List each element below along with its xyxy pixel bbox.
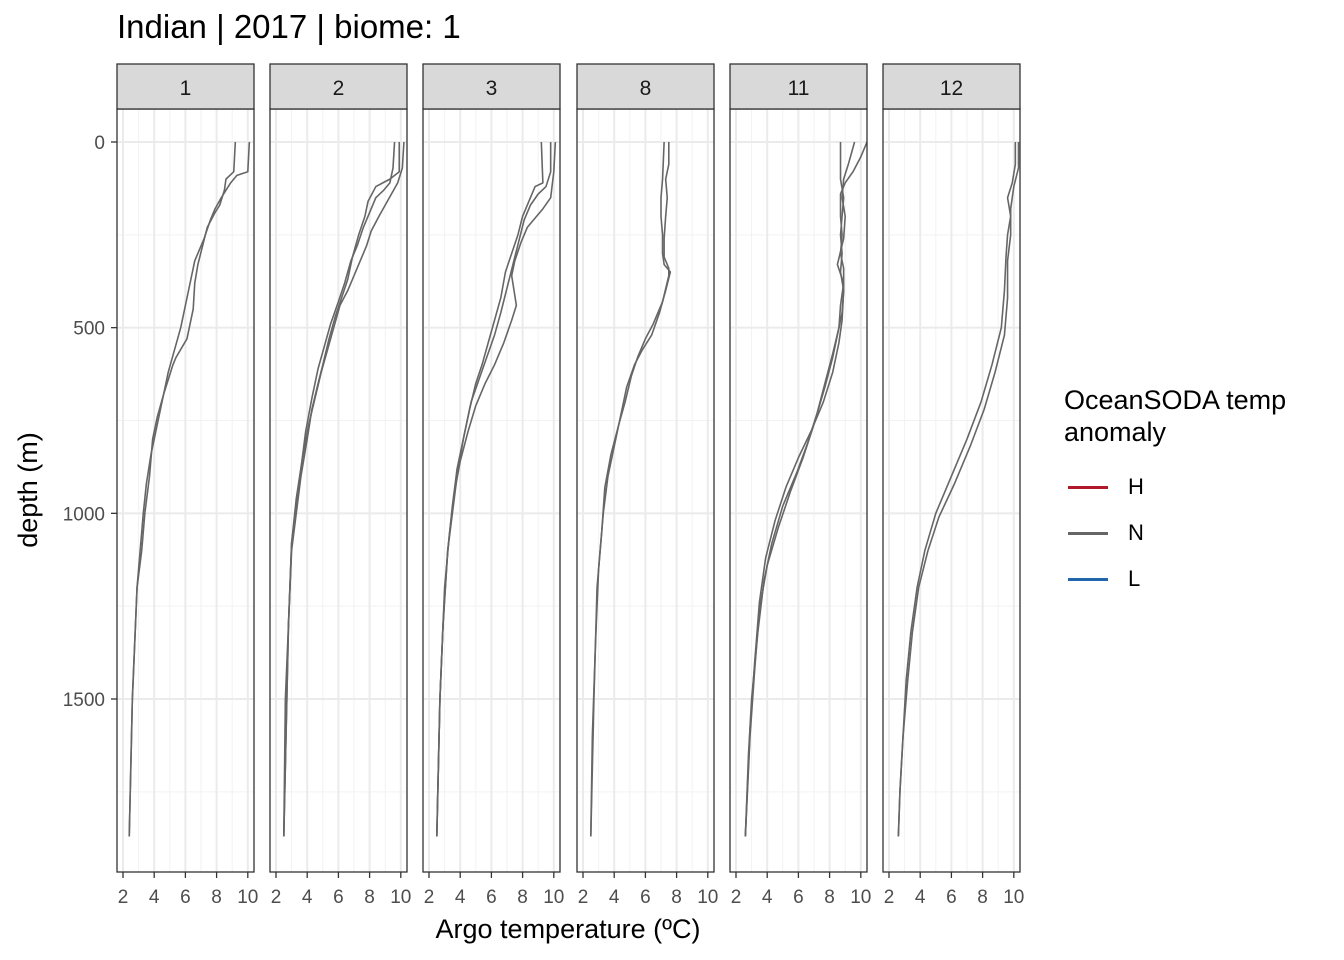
x-tick-label: 6 [333, 887, 344, 908]
facet-strip [576, 63, 715, 110]
x-tick-label: 4 [915, 887, 926, 908]
facet-strip [729, 63, 868, 110]
x-tick-label: 8 [211, 887, 222, 908]
legend-item: N [1064, 510, 1286, 556]
y-tick-label: 500 [73, 319, 105, 340]
x-tick-label: 4 [455, 887, 466, 908]
x-tick-label: 8 [671, 887, 682, 908]
y-tick-label: 0 [94, 133, 105, 154]
x-tick-label: 10 [697, 887, 718, 908]
profile-line [128, 141, 237, 837]
facet-strip-label: 1 [180, 77, 192, 100]
facet-strip-label: 8 [640, 77, 652, 100]
facet-strip-label: 11 [788, 77, 810, 100]
x-tick-label: 8 [977, 887, 988, 908]
x-tick-label: 8 [517, 887, 528, 908]
facet-strip-label: 12 [940, 77, 963, 100]
chart-title: Indian | 2017 | biome: 1 [117, 8, 461, 45]
x-tick-label: 4 [302, 887, 313, 908]
x-tick-label: 6 [486, 887, 497, 908]
legend-label: N [1128, 520, 1144, 545]
y-tick-label: 1000 [63, 504, 105, 525]
x-tick-label: 10 [850, 887, 871, 908]
legend-label: L [1128, 566, 1141, 591]
x-tick-label: 10 [390, 887, 411, 908]
x-tick-label: 10 [543, 887, 564, 908]
legend-title: OceanSODA temp anomaly [1064, 385, 1287, 447]
x-tick-label: 4 [609, 887, 620, 908]
x-axis-title: Argo temperature (ºC) [436, 914, 701, 944]
x-tick-label: 2 [271, 887, 282, 908]
x-tick-label: 2 [578, 887, 589, 908]
facet-strip [422, 63, 561, 110]
profile-line [897, 142, 1017, 837]
profile-line [744, 141, 856, 837]
legend-item: L [1064, 556, 1286, 602]
x-tick-label: 2 [118, 887, 129, 908]
profile-line [128, 141, 251, 837]
x-tick-label: 6 [180, 887, 191, 908]
x-tick-label: 6 [946, 887, 957, 908]
facet-strip-label: 2 [333, 77, 345, 100]
profile-line [283, 141, 396, 837]
profile-line [283, 142, 401, 837]
legend-label: H [1128, 474, 1144, 499]
facet-strip [882, 63, 1021, 110]
facet-strip [116, 63, 255, 110]
x-tick-label: 2 [424, 887, 435, 908]
profile-line [436, 141, 557, 837]
x-tick-label: 10 [1003, 887, 1024, 908]
x-tick-label: 6 [640, 887, 651, 908]
x-tick-label: 4 [149, 887, 160, 908]
legend-item: H [1064, 464, 1286, 510]
y-axis-title: depth (m) [13, 432, 43, 548]
x-tick-label: 2 [884, 887, 895, 908]
x-tick-label: 4 [762, 887, 773, 908]
legend-key-line [1068, 485, 1108, 489]
x-tick-label: 2 [731, 887, 742, 908]
y-tick-label: 1500 [63, 690, 105, 711]
x-tick-label: 10 [237, 887, 258, 908]
profile-line [897, 142, 1020, 837]
legend-key-line [1068, 531, 1108, 535]
x-tick-label: 8 [364, 887, 375, 908]
profile-line [590, 142, 670, 837]
x-tick-label: 6 [793, 887, 804, 908]
facet-strip [269, 63, 408, 110]
x-tick-label: 8 [824, 887, 835, 908]
facet-strip-label: 3 [486, 77, 498, 100]
legend-key-line [1068, 577, 1108, 581]
